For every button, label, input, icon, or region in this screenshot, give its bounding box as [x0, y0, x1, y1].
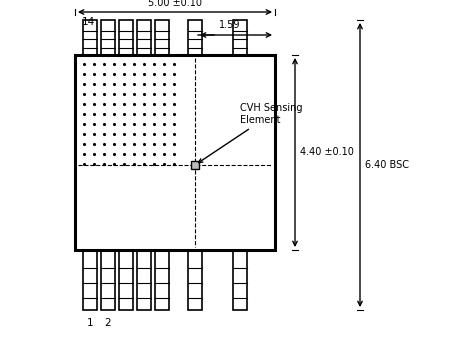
Bar — [101, 20, 115, 55]
Text: 2: 2 — [105, 318, 111, 328]
Bar — [119, 250, 133, 310]
Text: 1: 1 — [87, 318, 93, 328]
Bar — [83, 250, 97, 310]
Bar — [83, 20, 97, 55]
Bar — [101, 250, 115, 310]
Text: 4.40 ±0.10: 4.40 ±0.10 — [300, 147, 354, 157]
Bar — [233, 250, 247, 310]
Bar — [188, 250, 202, 310]
Text: CVH Sensing
Element: CVH Sensing Element — [198, 103, 302, 163]
Bar — [119, 20, 133, 55]
Bar — [78, 58, 176, 168]
Text: 5.00 ±0.10: 5.00 ±0.10 — [148, 0, 202, 8]
Text: 1.59: 1.59 — [219, 20, 241, 30]
Bar — [155, 250, 169, 310]
Text: 6.40 BSC: 6.40 BSC — [365, 160, 409, 170]
Text: 14: 14 — [82, 17, 95, 27]
Bar — [155, 20, 169, 55]
Bar — [191, 161, 199, 169]
Bar — [188, 20, 202, 55]
Bar — [233, 20, 247, 55]
Bar — [75, 55, 275, 250]
Bar — [137, 250, 151, 310]
Bar — [137, 20, 151, 55]
